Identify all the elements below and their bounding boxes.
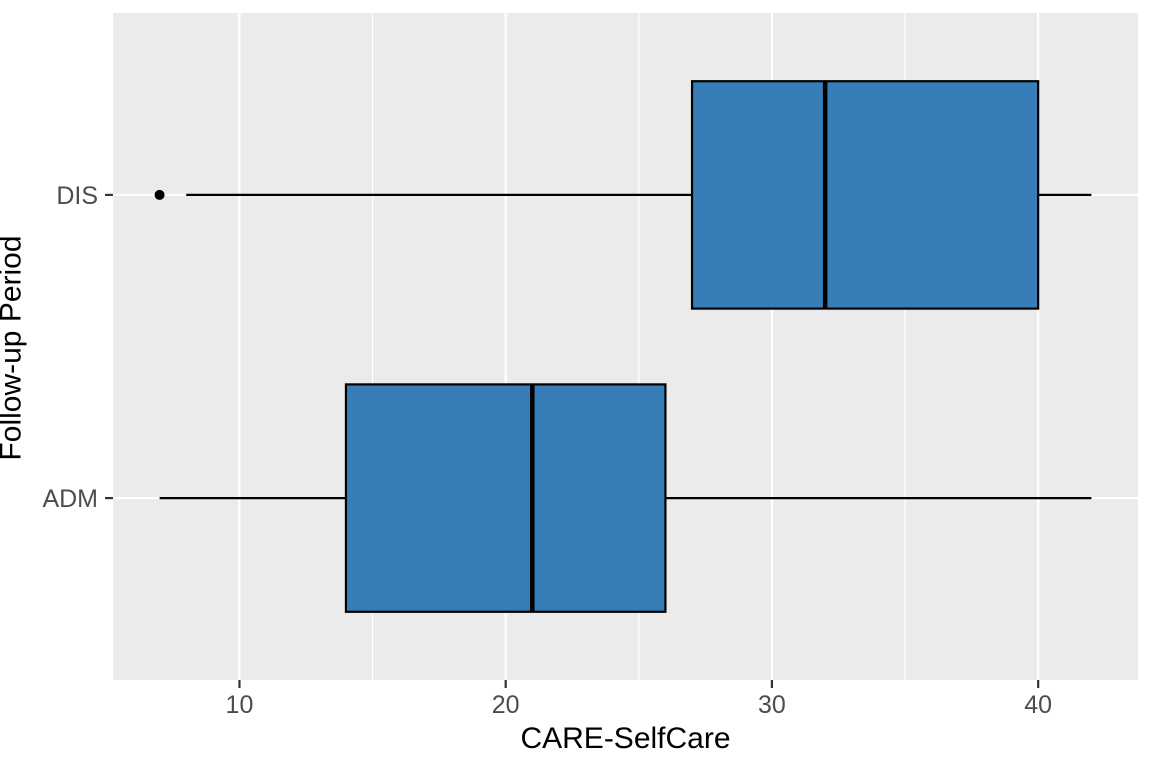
- x-tick-label: 10: [226, 691, 254, 719]
- y-category-label: ADM: [42, 485, 98, 513]
- x-tick-label: 20: [492, 691, 520, 719]
- box-adm: [344, 383, 667, 613]
- y-axis-title: Follow-up Period: [0, 235, 28, 461]
- x-tick-label: 30: [758, 691, 786, 719]
- box-dis: [690, 80, 1040, 310]
- outlier-point: [154, 189, 165, 200]
- y-category-label: DIS: [56, 182, 98, 210]
- x-axis-title: CARE-SelfCare: [520, 722, 731, 755]
- x-tick-label: 40: [1024, 691, 1052, 719]
